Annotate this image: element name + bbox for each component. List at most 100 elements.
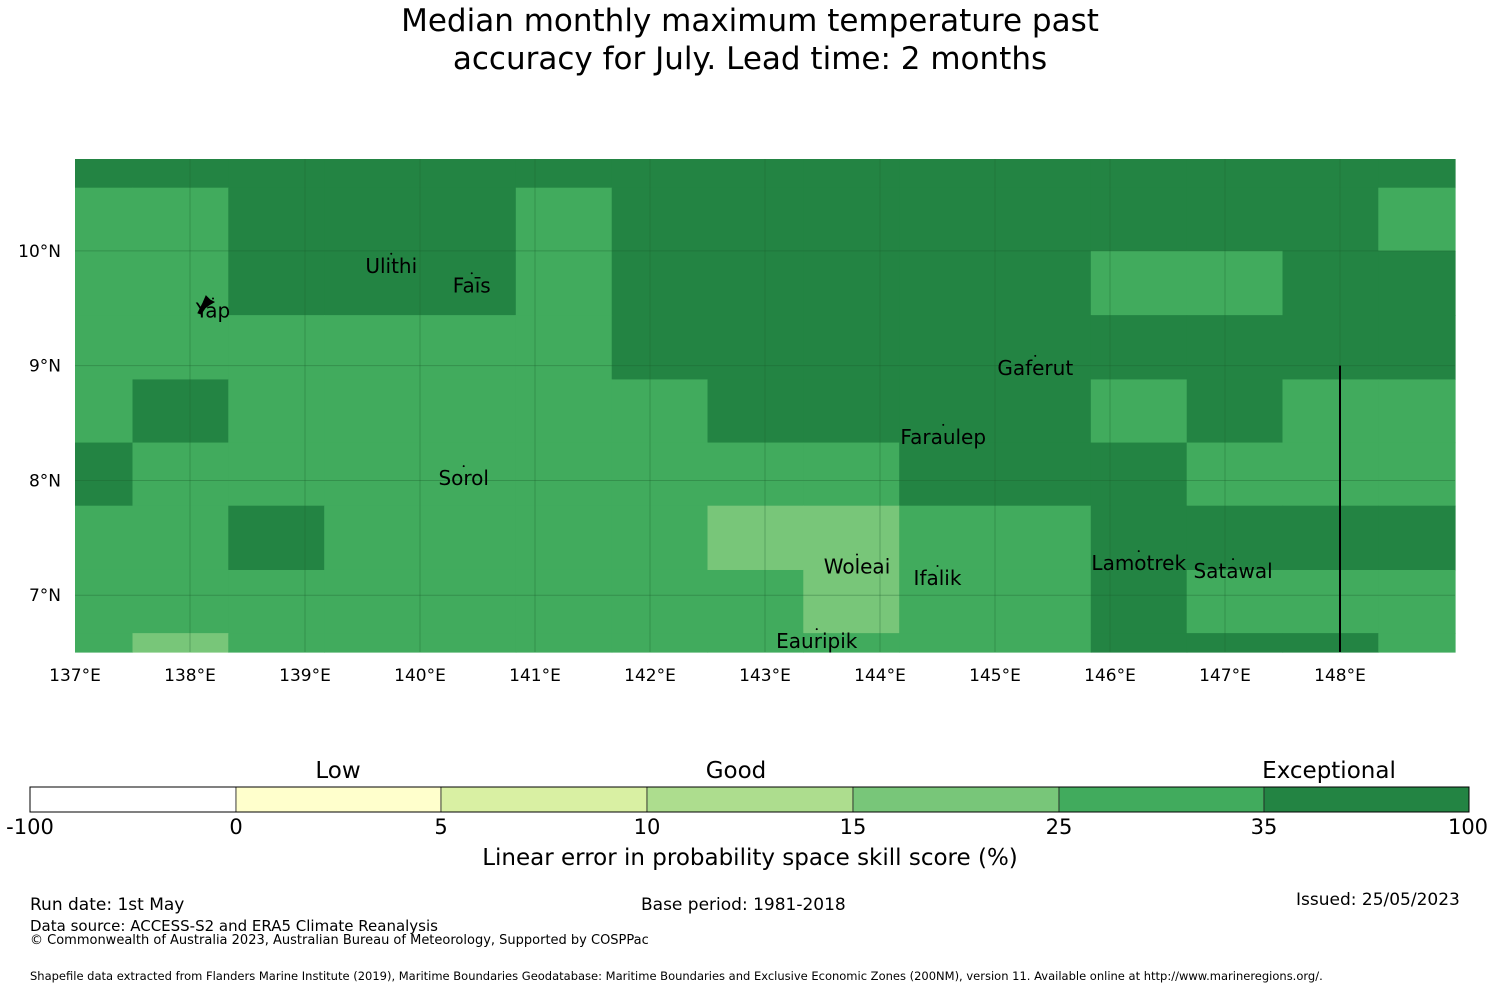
colorbar-tick: 5 (434, 815, 448, 839)
skill-cell (803, 505, 900, 571)
skill-cell (1282, 250, 1379, 316)
colorbar-segment (440, 786, 648, 813)
skill-cell (75, 442, 134, 507)
skill-cell (611, 379, 709, 444)
skill-cell (324, 633, 517, 653)
axis-labels: 137°E 138°E 139°E 140°E 141°E 142°E 143°E 144°E… (18, 242, 1366, 686)
title-line-2: accuracy for July. Lead time: 2 months (452, 41, 1048, 77)
skill-cell (803, 379, 900, 444)
skill-cell (515, 159, 613, 189)
island-marker (942, 423, 945, 426)
colorbar-tick: 15 (839, 815, 867, 839)
longitude-label: 140°E (394, 666, 446, 686)
skill-cell (515, 569, 613, 634)
skill-cell (1378, 159, 1456, 189)
skill-cell (1186, 187, 1284, 252)
skill-cell (1186, 442, 1284, 507)
skill-cell (228, 442, 325, 507)
skill-cell (324, 569, 517, 634)
colorbar-outline (29, 786, 1470, 813)
longitude-label: 145°E (969, 666, 1021, 686)
place-label: Lamotrek (1091, 551, 1186, 575)
data-source: Data source: ACCESS-S2 and ERA5 Climate … (30, 917, 438, 935)
skill-cell (1090, 505, 1188, 571)
skill-cell (515, 442, 613, 507)
island-marker (1232, 558, 1235, 561)
skill-cell (75, 633, 134, 653)
place-label: Ulithi (365, 254, 417, 278)
skill-cell (324, 505, 517, 571)
skill-cell (611, 315, 709, 381)
skill-cell (132, 315, 229, 381)
place-label: Gaferut (997, 356, 1073, 380)
skill-cell (803, 315, 900, 381)
skill-cell (324, 159, 517, 189)
longitude-label: 142°E (624, 666, 676, 686)
yap-island-shape (197, 295, 216, 315)
skill-cell (899, 315, 1092, 381)
copyright: © Commonwealth of Australia 2023, Austra… (30, 933, 649, 948)
skill-cell (515, 379, 613, 444)
skill-cell (1090, 633, 1188, 653)
skill-cell (1378, 187, 1456, 252)
skill-cell (1186, 315, 1284, 381)
longitude-label: 138°E (164, 666, 216, 686)
skill-cell (1282, 633, 1379, 653)
skill-cell (707, 569, 804, 634)
place-label: Eauripik (776, 629, 858, 653)
colorbar-tick: 100 (1447, 815, 1489, 839)
skill-cell (228, 159, 325, 189)
skill-cell (707, 250, 804, 316)
skill-cell (611, 250, 709, 316)
place-labels: Ulithi Faīs Yap Gaferut Faraulep Sorol Woleai I… (195, 252, 1273, 653)
place-label: Faraulep (900, 425, 986, 449)
island-marker (856, 553, 858, 556)
island-marker (390, 252, 393, 255)
longitude-label: 139°E (279, 666, 331, 686)
skill-cell (324, 315, 517, 381)
skill-cell (1378, 633, 1456, 653)
colorbar-tick: 10 (633, 815, 661, 839)
graticule (75, 159, 1455, 652)
skill-cell (515, 187, 613, 252)
colorbar-heading-good: Good (705, 758, 767, 784)
skill-cells (75, 159, 1456, 653)
latitude-label: 8°N (29, 471, 61, 491)
island-marker (470, 272, 473, 275)
island-marker (815, 628, 818, 631)
latitude-label: 9°N (29, 357, 61, 377)
colorbar-segment (235, 786, 442, 813)
longitude-label: 143°E (739, 666, 791, 686)
skill-cell (899, 569, 1092, 634)
skill-cell (515, 315, 613, 381)
skill-cell (228, 187, 325, 252)
skill-cell (611, 187, 709, 252)
skill-cell (803, 633, 900, 653)
skill-cell (1090, 379, 1188, 444)
issued-date: Issued: 25/05/2023 (1296, 890, 1460, 910)
island-marker (212, 297, 214, 300)
longitude-label: 144°E (854, 666, 906, 686)
latitude-label: 7°N (29, 586, 61, 606)
skill-cell (1378, 315, 1456, 381)
skill-cell (899, 379, 1092, 444)
skill-cell (1186, 250, 1284, 316)
colorbar-segment (646, 786, 854, 813)
colorbar-segment (1263, 786, 1470, 813)
colorbar-label: Linear error in probability space skill … (482, 845, 1018, 871)
skill-cell (132, 187, 229, 252)
skill-cell (132, 569, 229, 634)
skill-cell (707, 315, 804, 381)
island-marker (936, 565, 939, 568)
skill-cell (1282, 442, 1379, 507)
skill-cell (75, 505, 134, 571)
skill-cell (1090, 569, 1188, 634)
skill-cell (899, 187, 1092, 252)
base-period: Base period: 1981-2018 (641, 895, 846, 915)
map-features (197, 295, 1341, 652)
skill-cell (803, 442, 900, 507)
skill-cell (899, 505, 1092, 571)
colorbar-tick: 35 (1250, 815, 1278, 839)
place-label: Yap (195, 299, 230, 323)
